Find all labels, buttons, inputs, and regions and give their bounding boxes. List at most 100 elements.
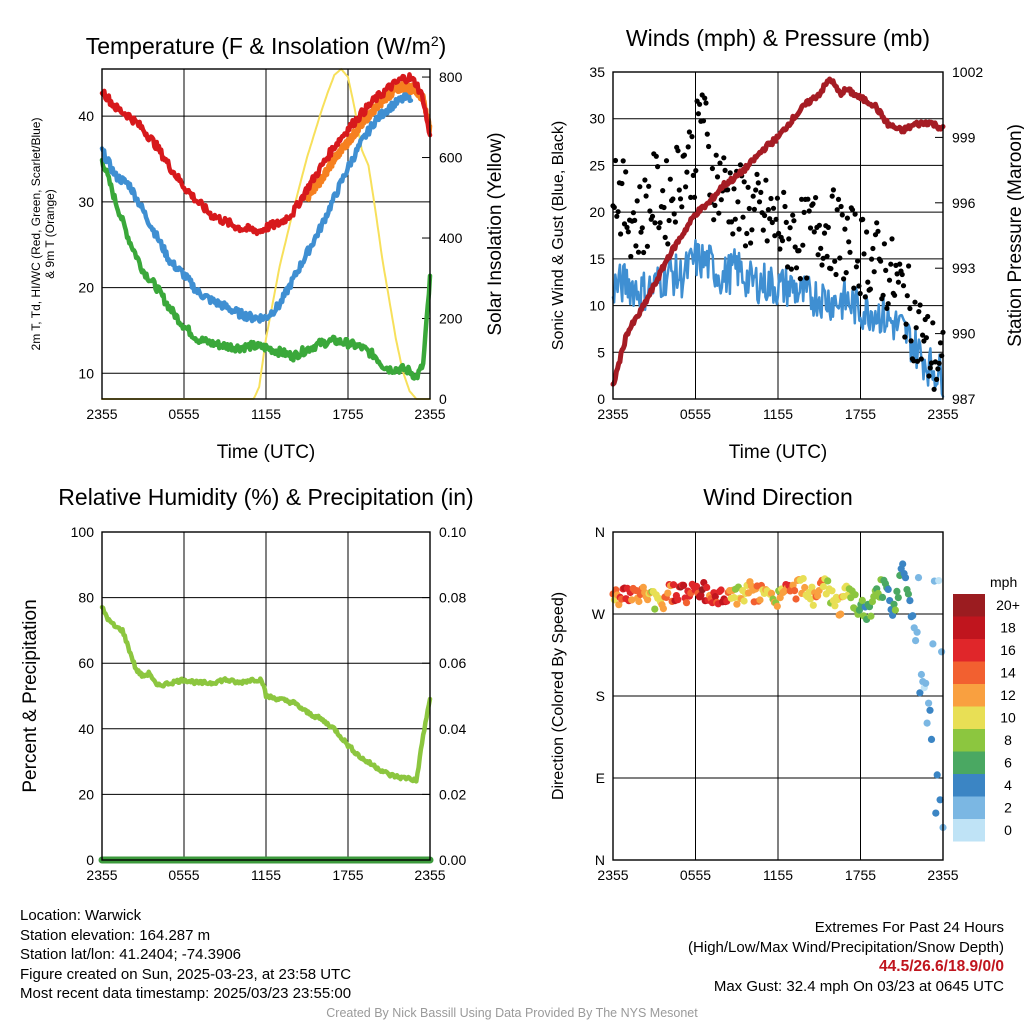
gust-point	[754, 171, 760, 177]
gust-point	[874, 220, 880, 226]
y2-tick-label: 996	[952, 195, 976, 211]
gust-point	[706, 143, 712, 150]
gust-point	[618, 231, 624, 237]
gust-point	[689, 134, 695, 140]
gust-point	[926, 373, 932, 379]
gust-point	[685, 144, 691, 150]
direction-point	[936, 796, 944, 804]
y-tick-label: N	[595, 524, 605, 540]
y2-axis-title: Solar Insolation (Yellow)	[485, 132, 506, 335]
direction-point	[659, 605, 668, 613]
gust-point	[818, 245, 824, 251]
y-axis-title: Direction (Colored By Speed)	[550, 592, 567, 800]
direction-point	[693, 582, 701, 591]
credit-text: Created By Nick Bassill Using Data Provi…	[326, 1006, 698, 1020]
series-2m-t	[99, 72, 433, 237]
y2-tick-label: 990	[952, 326, 976, 342]
y-tick-label: 0	[86, 852, 94, 868]
colorbar-label: 4	[1004, 777, 1012, 793]
direction-point	[756, 596, 764, 604]
y-tick-label: 80	[78, 590, 94, 606]
gust-point	[638, 229, 644, 235]
x-tick-label: 2355	[927, 867, 958, 883]
gust-point	[697, 101, 703, 107]
gust-point	[878, 258, 884, 264]
gust-point	[612, 157, 619, 164]
plot-border	[612, 531, 944, 861]
y2-tick-label: 0.04	[439, 721, 466, 737]
y2-tick-label: 0.10	[439, 524, 466, 540]
gust-point	[829, 193, 835, 199]
colorbar-label: 10	[1000, 710, 1016, 726]
gust-point	[765, 207, 772, 213]
direction-point	[697, 591, 705, 599]
series-pressure	[610, 76, 946, 387]
direction-point	[635, 597, 643, 606]
direction-point	[938, 648, 946, 656]
gust-point	[730, 231, 736, 237]
gust-point	[704, 131, 710, 137]
gust-point	[805, 196, 811, 202]
gust-point	[875, 228, 881, 234]
direction-point	[867, 612, 875, 620]
direction-point	[904, 590, 913, 598]
x-tick-label: 1755	[332, 867, 363, 883]
gust-point	[837, 255, 843, 261]
gust-point	[842, 226, 848, 232]
gust-point	[615, 209, 621, 215]
gust-point	[899, 271, 905, 278]
gust-point	[884, 305, 890, 311]
direction-point	[891, 606, 900, 614]
gust-point	[660, 188, 666, 194]
gust-point	[906, 263, 912, 269]
gust-point	[684, 169, 690, 175]
chart-title: Wind Direction	[703, 484, 853, 510]
series-td	[99, 157, 433, 381]
gust-point	[623, 169, 629, 175]
x-tick-label: 0555	[168, 406, 199, 422]
y-tick-label: 10	[78, 365, 94, 381]
gust-point	[727, 170, 733, 176]
gust-point	[931, 386, 937, 392]
gust-point	[662, 234, 668, 240]
direction-point	[916, 689, 924, 697]
gust-point	[624, 224, 630, 230]
gust-point	[811, 229, 817, 235]
extremes-values: 44.5/26.6/18.9/0/0	[879, 958, 1004, 975]
gust-point	[667, 176, 673, 182]
gust-point	[888, 261, 894, 267]
direction-point	[711, 593, 719, 601]
gust-point	[774, 195, 781, 201]
gust-point	[750, 193, 756, 199]
gust-point	[769, 219, 775, 226]
colorbar-swatch	[953, 616, 985, 639]
y-tick-label: 25	[589, 157, 605, 173]
direction-point	[929, 640, 937, 648]
gust-point	[620, 158, 626, 164]
colorbar-swatch	[953, 684, 985, 707]
gust-point	[912, 299, 918, 305]
y-tick-label: 100	[71, 524, 95, 540]
y2-axis-title: Station Pressure (Maroon)	[1005, 124, 1024, 347]
gust-point	[746, 205, 752, 212]
y2-tick-label: 0.06	[439, 655, 466, 671]
gust-point	[828, 266, 834, 272]
gust-point	[833, 271, 839, 278]
chart-title: Winds (mph) & Pressure (mb)	[626, 25, 930, 51]
gust-point	[676, 187, 682, 193]
chart-title: Temperature (F & Insolation (W/m2)	[86, 33, 447, 59]
direction-point	[837, 610, 845, 618]
gust-point	[763, 177, 769, 183]
y2-tick-label: 0.02	[439, 786, 466, 802]
gust-point	[755, 180, 761, 186]
y-tick-label: 20	[78, 280, 94, 296]
y-axis-title-line2: & 9m T (Orange)	[43, 189, 57, 279]
direction-point	[806, 595, 815, 603]
y-tick-label: 35	[589, 64, 605, 80]
gust-point	[880, 292, 886, 298]
gust-point	[851, 285, 857, 291]
gust-point	[860, 216, 866, 222]
gust-point	[820, 255, 826, 261]
gust-point	[671, 211, 677, 217]
gust-point	[695, 111, 702, 117]
